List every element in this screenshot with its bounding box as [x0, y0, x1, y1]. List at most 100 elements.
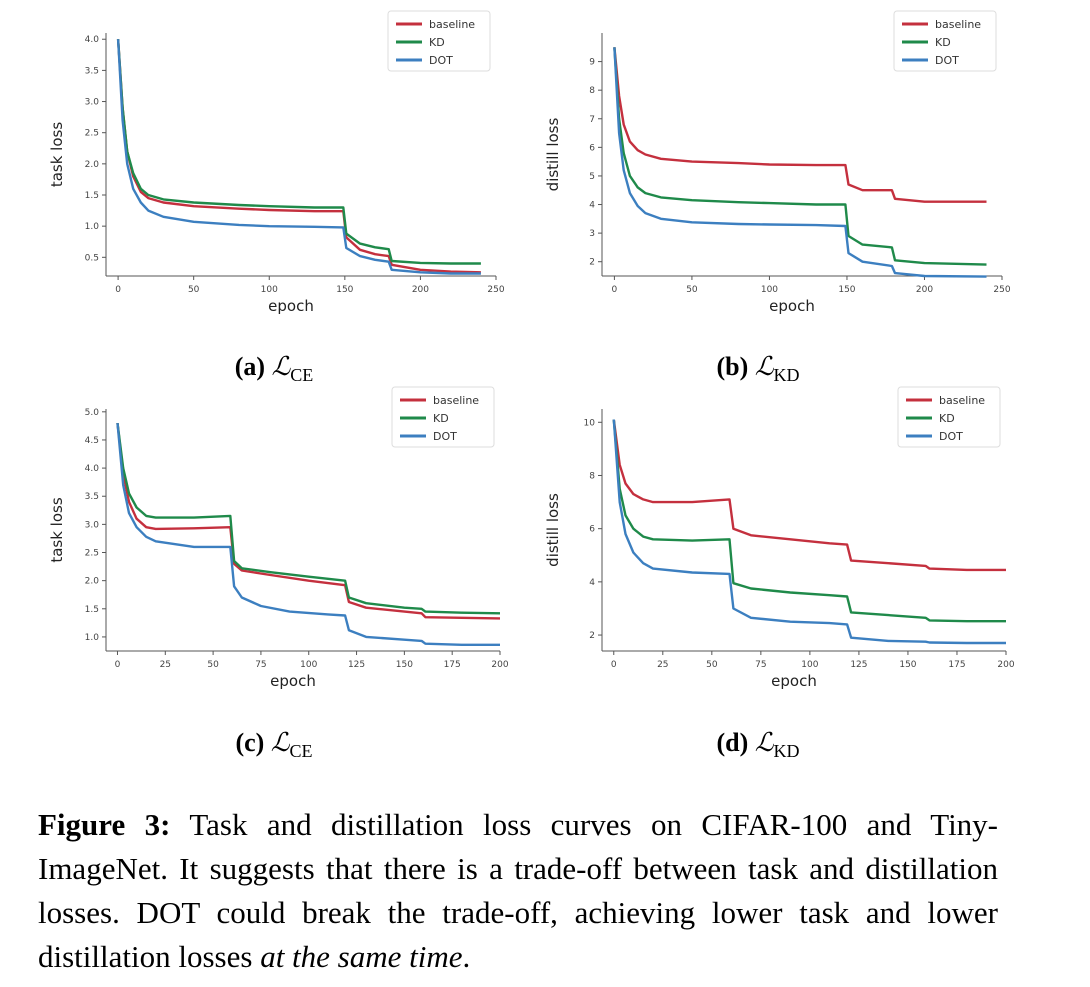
y-tick-label: 4	[589, 578, 595, 588]
subcaption-label: (c)	[235, 728, 265, 757]
y-tick-label: 3.0	[85, 520, 100, 530]
series-group	[116, 39, 481, 275]
y-tick-label: 8	[589, 471, 595, 481]
axes: 0 25 50 75 100 125 150 175 200 1.0 1.5 2.0 2.5 3.0 3.5…	[85, 408, 509, 670]
caption-end: .	[462, 939, 471, 974]
x-tick-label: 100	[261, 285, 278, 295]
y-tick-label: 2	[589, 631, 595, 641]
series-line-kd	[116, 39, 481, 265]
axes: 0 25 50 75 100 125 150 175 200 2 4 6 8 10	[584, 409, 1015, 670]
y-tick-label: 10	[584, 418, 596, 428]
x-tick-label: 0	[612, 285, 618, 295]
x-tick-label: 175	[948, 660, 965, 670]
x-tick-label: 150	[396, 660, 413, 670]
x-tick-label: 175	[444, 660, 461, 670]
subcaption-c: (c) ℒCE	[124, 728, 424, 762]
x-tick-label: 50	[207, 660, 219, 670]
x-tick-label: 150	[336, 285, 353, 295]
x-tick-label: 100	[761, 285, 778, 295]
x-tick-label: 50	[706, 660, 718, 670]
legend: baseline KD DOT	[387, 10, 491, 72]
subcaption-symbol: ℒ	[270, 728, 290, 757]
chart-distill-loss-cifar: 0 50 100 150 200 250 2 3 4 5 6 7 8 9 epoch distill loss…	[544, 10, 1011, 315]
legend-box	[391, 386, 495, 448]
figure-caption: Figure 3: Task and distillation loss cur…	[38, 803, 998, 979]
x-tick-label: 150	[838, 285, 855, 295]
legend: baseline KD DOT	[897, 386, 1001, 448]
chart-panel-a: 0 50 100 150 200 250 0.5 1.0 1.5 2.0 2.5 3.0 3.5 4.0 e…	[0, 0, 520, 330]
legend-label-dot: DOT	[939, 430, 963, 443]
y-tick-label: 4.0	[85, 35, 100, 45]
subcaption-sub: CE	[290, 365, 314, 386]
series-group	[613, 47, 987, 278]
series-line-dot	[613, 47, 987, 278]
legend-label-baseline: baseline	[433, 394, 479, 407]
series-line-kd	[613, 47, 987, 266]
caption-emphasis: at the same time	[260, 939, 463, 974]
legend-label-dot: DOT	[429, 54, 453, 67]
y-tick-label: 6	[589, 525, 595, 535]
x-tick-label: 25	[657, 660, 668, 670]
subcaption-sub: KD	[773, 365, 800, 386]
y-tick-label: 4	[589, 201, 595, 211]
subcaption-sub: KD	[773, 741, 800, 762]
x-tick-label: 50	[686, 285, 698, 295]
legend-label-dot: DOT	[433, 430, 457, 443]
x-tick-label: 75	[255, 660, 266, 670]
subcaption-label: (b)	[716, 352, 749, 381]
chart-task-loss-tiny: 0 25 50 75 100 125 150 175 200 1.0 1.5 2.0 2.5 3.0 3.5…	[48, 386, 509, 690]
chart-panel-b: 0 50 100 150 200 250 2 3 4 5 6 7 8 9 epoch distill loss…	[520, 0, 1040, 330]
y-tick-label: 3.5	[85, 66, 99, 76]
subcaption-d: (d) ℒKD	[608, 728, 908, 762]
x-tick-label: 125	[348, 660, 365, 670]
series-group	[116, 422, 501, 646]
series-line-baseline	[116, 39, 481, 274]
y-axis-label: task loss	[48, 122, 66, 188]
y-tick-label: 1.0	[85, 633, 100, 643]
y-tick-label: 6	[589, 143, 595, 153]
y-tick-label: 8	[589, 86, 595, 96]
x-tick-label: 250	[993, 285, 1010, 295]
y-tick-label: 3.5	[85, 492, 99, 502]
legend-label-kd: KD	[429, 36, 445, 49]
x-tick-label: 200	[491, 660, 508, 670]
series-line-baseline	[116, 422, 501, 620]
x-tick-label: 0	[115, 660, 121, 670]
axes: 0 50 100 150 200 250 0.5 1.0 1.5 2.0 2.5 3.0 3.5 4.0	[85, 33, 505, 295]
x-tick-label: 250	[487, 285, 504, 295]
y-tick-label: 3	[589, 229, 595, 239]
legend-label-kd: KD	[433, 412, 449, 425]
x-axis-label: epoch	[270, 672, 316, 690]
x-tick-label: 75	[755, 660, 766, 670]
legend-box	[897, 386, 1001, 448]
y-tick-label: 2.5	[85, 129, 99, 139]
series-line-kd	[116, 422, 501, 615]
y-tick-label: 2.0	[85, 577, 100, 587]
x-tick-label: 100	[801, 660, 818, 670]
x-tick-label: 125	[850, 660, 867, 670]
series-line-dot	[116, 39, 481, 275]
y-tick-label: 4.0	[85, 464, 100, 474]
subcaption-symbol: ℒ	[754, 728, 774, 757]
x-tick-label: 200	[997, 660, 1014, 670]
y-tick-label: 2.5	[85, 549, 99, 559]
legend-label-dot: DOT	[935, 54, 959, 67]
subcaption-label: (a)	[234, 352, 266, 381]
y-axis-label: task loss	[48, 497, 66, 563]
y-tick-label: 0.5	[85, 253, 99, 263]
x-tick-label: 0	[611, 660, 617, 670]
series-line-baseline	[613, 47, 987, 203]
legend-label-baseline: baseline	[935, 18, 981, 31]
series-group	[612, 419, 1006, 645]
y-tick-label: 9	[589, 58, 595, 68]
y-tick-label: 2.0	[85, 160, 100, 170]
legend: baseline KD DOT	[893, 10, 997, 72]
y-tick-label: 5	[589, 172, 595, 182]
subcaption-a: (a) ℒCE	[124, 352, 424, 386]
x-tick-label: 25	[160, 660, 171, 670]
x-tick-label: 150	[899, 660, 916, 670]
legend: baseline KD DOT	[391, 386, 495, 448]
legend-label-baseline: baseline	[429, 18, 475, 31]
series-line-baseline	[612, 419, 1006, 572]
legend-label-kd: KD	[935, 36, 951, 49]
